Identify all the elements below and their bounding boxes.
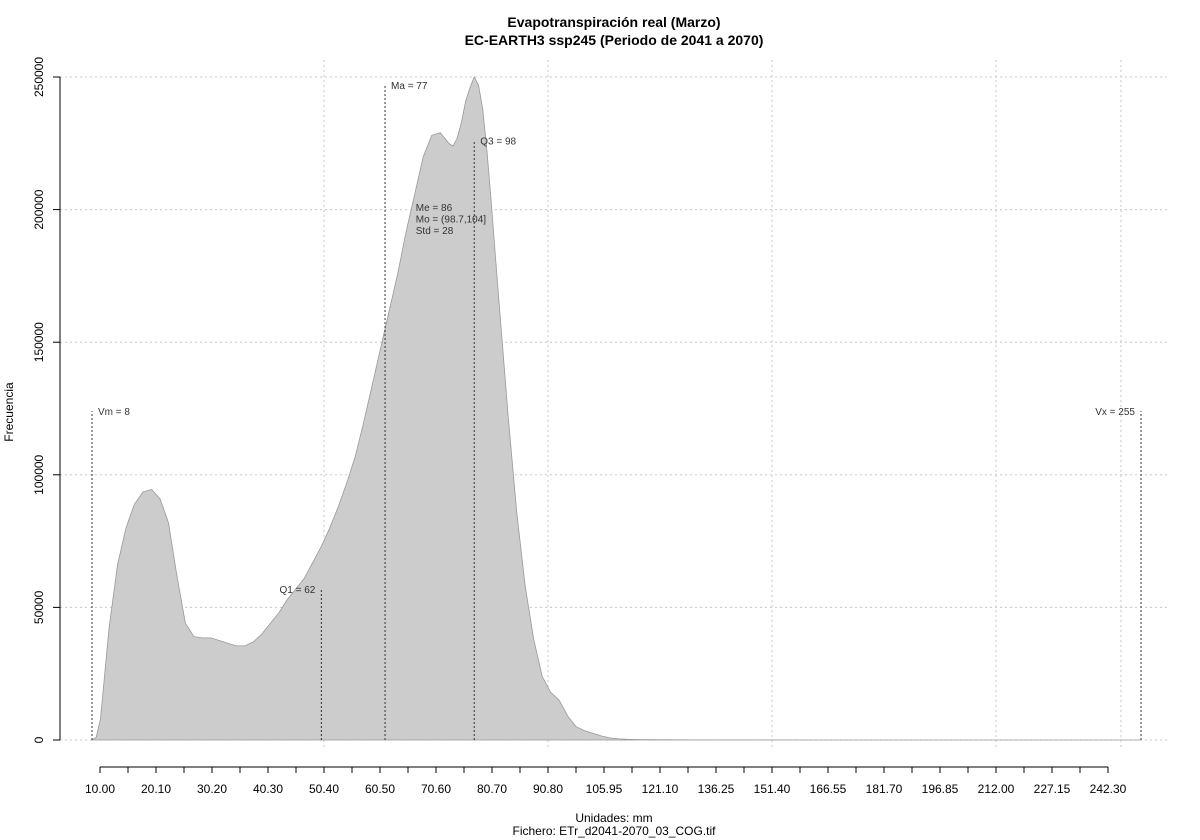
stat-marker-label: Ma = 77 [391,81,428,92]
stats-label: Std = 28 [416,226,454,237]
x-tick-label: 242.30 [1090,782,1127,796]
x-tick-label: 70.60 [421,782,451,796]
x-tick-label: 80.70 [477,782,507,796]
chart-title: Evapotranspiración real (Marzo) [507,14,720,30]
y-tick-label: 250000 [32,57,46,97]
x-tick-label: 10.00 [85,782,115,796]
x-tick-label: 136.25 [698,782,735,796]
y-axis: 0 50000 100000 150000 200000 250000 [32,57,61,743]
stats-label: Me = 86 [416,203,453,214]
stat-marker-label: Vm = 8 [98,407,130,418]
x-tick-label: 40.30 [253,782,283,796]
y-tick-label: 50000 [32,590,46,624]
stat-marker-label: Q3 = 98 [480,137,516,148]
x-tick-label: 196.85 [922,782,959,796]
y-tick-label: 150000 [32,322,46,362]
stat-marker-label: Q1 = 62 [279,585,315,596]
x-tick-label: 181.70 [866,782,903,796]
y-axis-label: Frecuencia [2,382,16,442]
stats-label: Mo = (98.7,104] [416,214,487,225]
density-area-path [90,76,1141,741]
x-tick-label: 121.10 [642,782,679,796]
x-tick-label: 20.10 [141,782,171,796]
x-tick-label: 227.15 [1034,782,1071,796]
y-tick-label: 100000 [32,454,46,494]
x-axis: 10.00 20.10 30.20 40.30 50.40 60.50 70.60 80.70… [85,766,1127,796]
stat-markers: Vm = 8 Vx = 255 Q1 = 62 Ma = 77 Q3 = 98 Me = … [91,81,1142,740]
y-tick-label: 0 [32,736,46,743]
file-caption: Fichero: ETr_d2041-2070_03_COG.tif [513,824,717,838]
grid-lines [60,60,1170,750]
x-tick-label: 90.80 [533,782,563,796]
density-area [90,76,1141,741]
x-tick-label: 30.20 [197,782,227,796]
x-tick-label: 166.55 [810,782,847,796]
x-tick-label: 212.00 [978,782,1015,796]
x-tick-label: 105.95 [586,782,623,796]
chart-subtitle: EC-EARTH3 ssp245 (Periodo de 2041 a 2070… [465,32,764,48]
stat-marker-label: Vx = 255 [1095,407,1135,418]
x-tick-label: 60.50 [365,782,395,796]
x-tick-label: 50.40 [309,782,339,796]
x-axis-label: Unidades: mm [575,811,652,825]
y-tick-label: 200000 [32,189,46,229]
x-tick-label: 151.40 [754,782,791,796]
